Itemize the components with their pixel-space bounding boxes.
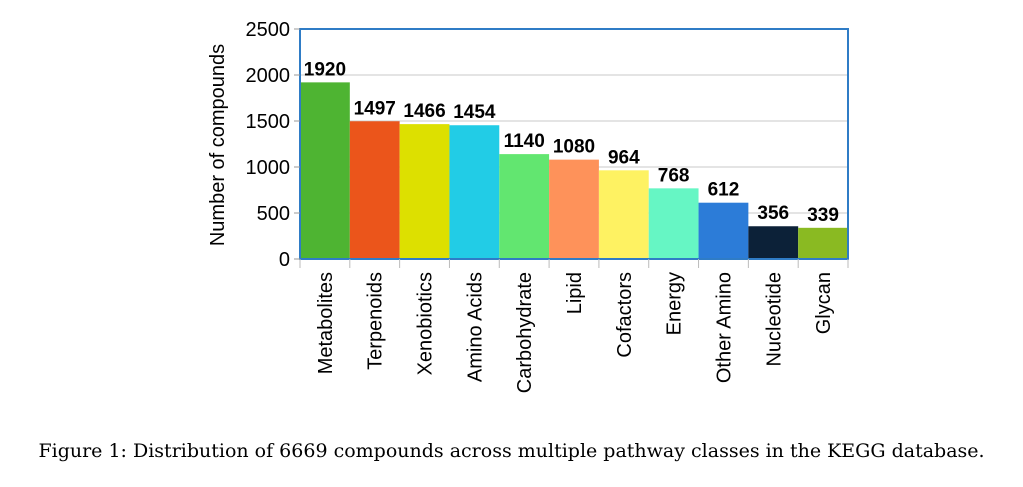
- y-tick-label: 2000: [246, 65, 291, 87]
- y-axis-label: Number of compounds: [207, 44, 229, 246]
- x-tick-label: Cofactors: [614, 272, 636, 358]
- bar-amino-acids: [449, 125, 500, 260]
- data-label: 964: [608, 147, 640, 168]
- x-tick-label: Nucleotide: [763, 272, 785, 367]
- data-label: 339: [807, 205, 839, 226]
- data-label: 1454: [453, 102, 496, 123]
- y-tick-label: 0: [279, 249, 290, 271]
- data-label: 1140: [504, 131, 545, 152]
- y-tick-label: 1500: [246, 111, 291, 133]
- x-tick-label: Lipid: [564, 272, 586, 314]
- bar-metabolites: [300, 82, 350, 259]
- data-label: 1497: [354, 98, 396, 119]
- data-label: 356: [757, 203, 789, 224]
- x-tick-label: Glycan: [813, 272, 835, 334]
- y-tick-label: 2500: [246, 19, 291, 41]
- y-tick-label: 1000: [246, 157, 291, 179]
- x-tick-label: Metabolites: [315, 272, 337, 374]
- y-tick-label: 500: [257, 203, 290, 225]
- bar-energy: [648, 188, 699, 259]
- x-tick-label: Energy: [664, 272, 686, 335]
- bar-xenobiotics: [399, 124, 450, 260]
- x-axis: Metabolites Terpenoids Xenobiotics Amino Ac…: [299, 259, 849, 393]
- bar-other-amino: [698, 202, 749, 259]
- x-tick-label: Carbohydrate: [514, 272, 536, 393]
- data-label: 1080: [553, 137, 595, 158]
- bar-terpenoids: [349, 121, 400, 259]
- data-label: 768: [658, 165, 690, 186]
- plot-border: [299, 28, 849, 260]
- x-tick-label: Amino Acids: [464, 272, 486, 382]
- bar-carbohydrate: [499, 154, 550, 259]
- bar-lipid: [549, 159, 599, 259]
- data-label: 612: [708, 180, 740, 201]
- data-labels: 1920 1497 1466 1454 1140 1080 964 768 612 356 339: [304, 59, 839, 225]
- data-label: 1466: [403, 101, 445, 122]
- x-tick-label: Other Amino: [713, 272, 735, 383]
- x-tick-label: Xenobiotics: [415, 272, 437, 375]
- bar-chart: 0 500 1000 1500 2000 2500 Metabolites Terpenoi…: [207, 19, 849, 393]
- data-label: 1920: [304, 59, 346, 80]
- x-tick-label: Terpenoids: [365, 272, 387, 370]
- bars: [300, 82, 848, 260]
- bar-nucleotide: [748, 226, 799, 259]
- y-axis: 0 500 1000 1500 2000 2500: [246, 19, 300, 271]
- bar-glycan: [798, 227, 848, 259]
- figure-caption: Figure 1: Distribution of 6669 compounds…: [38, 440, 985, 462]
- plot-frame: [299, 28, 849, 260]
- bar-cofactors: [598, 170, 649, 259]
